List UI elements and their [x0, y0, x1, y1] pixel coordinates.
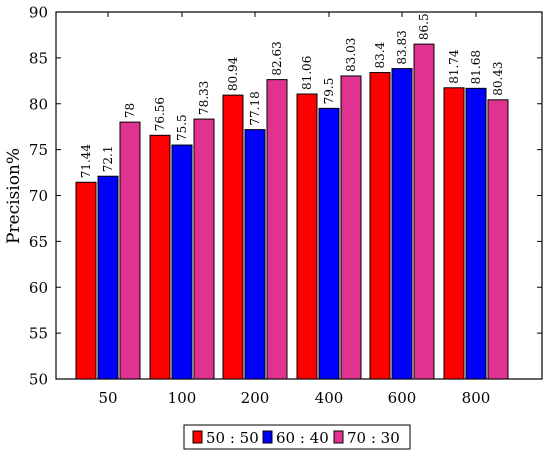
bars — [75, 43, 509, 380]
x-tick-label: 100 — [168, 389, 197, 407]
data-label: 81.06 — [300, 56, 314, 90]
data-label: 77.18 — [248, 91, 262, 125]
y-tick-label: 85 — [29, 49, 48, 67]
bar-series-1-100 — [149, 134, 171, 380]
data-label: 80.94 — [226, 56, 240, 91]
y-tick-label: 80 — [29, 95, 48, 113]
data-label: 76.56 — [153, 97, 167, 131]
bar-series-3-200 — [266, 79, 288, 380]
bar-series-2-800 — [465, 87, 487, 380]
bar-series-2-600 — [391, 68, 413, 380]
bar-series-2-200 — [244, 129, 266, 380]
data-label: 83.03 — [344, 38, 358, 72]
bar-series-1-200 — [222, 94, 244, 380]
legend-label: 70 : 30 — [347, 429, 400, 447]
legend-label: 60 : 40 — [276, 429, 329, 447]
legend-swatch-1 — [192, 430, 203, 444]
x-tick-label: 50 — [98, 389, 117, 407]
x-tick-label: 200 — [241, 389, 270, 407]
data-label: 78 — [123, 103, 137, 118]
bar-series-1-600 — [369, 72, 391, 380]
bar-series-1-400 — [296, 93, 318, 380]
legend-swatch-2 — [262, 430, 273, 444]
y-axis-title: Precision% — [4, 148, 24, 244]
bar-series-3-400 — [340, 75, 362, 380]
data-labels: 71.44 76.56 80.94 81.06 83.4 81.74 72.1 75.5 77.… — [79, 13, 505, 178]
x-tick-label: 600 — [388, 389, 417, 407]
y-tick-label: 55 — [29, 325, 48, 343]
legend-box — [183, 424, 411, 450]
data-label: 72.1 — [101, 146, 115, 173]
data-label: 78.33 — [197, 81, 211, 115]
y-tick-label: 60 — [29, 279, 48, 297]
data-label: 83.4 — [373, 41, 387, 68]
data-label: 71.44 — [79, 144, 93, 179]
x-ticks: 50 100 200 400 600 800 — [98, 12, 490, 407]
x-tick-label: 400 — [315, 389, 344, 407]
data-label: 81.74 — [447, 49, 461, 84]
data-label: 75.5 — [175, 114, 189, 141]
y-ticks: 50 55 60 65 70 75 80 85 90 — [29, 4, 542, 389]
data-label: 79.5 — [322, 78, 336, 105]
y-tick-label: 65 — [29, 233, 48, 251]
data-label: 86.5 — [417, 13, 431, 40]
bar-series-3-50 — [119, 121, 141, 380]
legend-swatch-3 — [333, 430, 344, 444]
bar-series-1-50 — [75, 181, 97, 380]
y-tick-label: 70 — [29, 187, 48, 205]
data-label: 80.43 — [491, 61, 505, 95]
bar-series-3-100 — [193, 118, 215, 380]
bar-series-3-800 — [487, 99, 509, 380]
bar-series-2-100 — [171, 144, 193, 380]
legend: 50 : 50 60 : 40 70 : 30 — [183, 424, 411, 450]
legend-label: 50 : 50 — [206, 429, 259, 447]
y-tick-label: 90 — [29, 4, 48, 22]
y-tick-label: 50 — [29, 371, 48, 389]
y-axis-title-group: Precision% — [4, 148, 24, 244]
y-tick-label: 75 — [29, 141, 48, 159]
data-label: 83.83 — [395, 30, 409, 64]
bar-series-2-50 — [97, 175, 119, 380]
x-tick-label: 800 — [462, 389, 491, 407]
data-label: 81.68 — [469, 50, 483, 84]
bar-series-2-400 — [318, 107, 340, 380]
data-label: 82.63 — [270, 41, 284, 75]
bar-series-3-600 — [413, 43, 435, 380]
bar-series-1-800 — [443, 87, 465, 380]
